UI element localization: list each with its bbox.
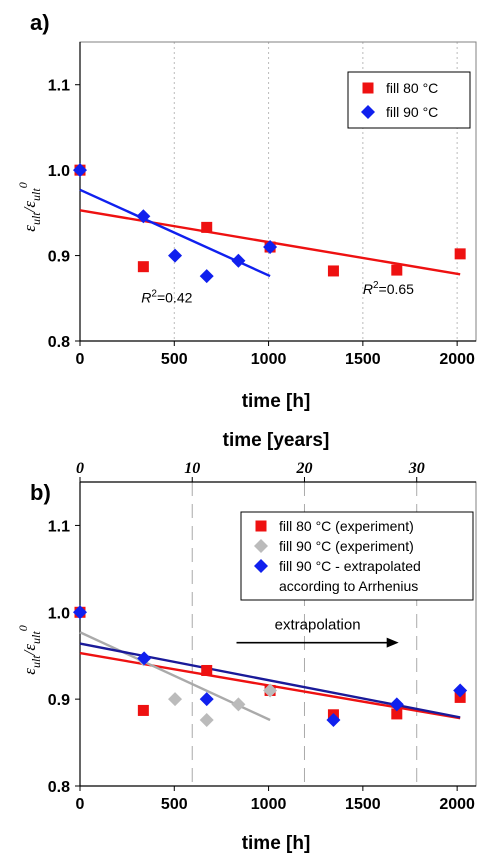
- p0-legend-box: [347, 71, 471, 129]
- p1-data-point-s2: [453, 683, 468, 698]
- y-axis-label-a: εult/εult0: [16, 182, 43, 231]
- p0-data-point-s1: [199, 269, 214, 284]
- p1-x2-tick-label: 10: [184, 460, 200, 477]
- p1-x-tick-label: 1000: [251, 796, 287, 813]
- panel-label-b: b): [30, 480, 51, 505]
- x-axis-label-b: time [h]: [242, 833, 311, 854]
- p1-x-tick-label: 2000: [439, 796, 475, 813]
- p0-data-point-s0: [327, 265, 339, 277]
- y-label-sup-a: 0: [16, 182, 30, 188]
- p1-data-point-s1: [199, 712, 214, 727]
- p1-x2-tick-label: 0: [76, 460, 84, 477]
- p1-data-point-s2: [73, 605, 87, 620]
- p1-data-point-s0: [201, 664, 213, 676]
- p0-x-tick-label: 1500: [345, 351, 381, 368]
- p1-data-point-s1: [231, 697, 246, 712]
- p1-extrapolation-arrow-head: [386, 637, 399, 648]
- p0-data-point-s0: [201, 221, 213, 233]
- p0-x-tick-label: 500: [161, 351, 188, 368]
- y-label-sup-b: 0: [16, 625, 30, 631]
- y-label-sub-a: ult: [29, 212, 43, 225]
- p1-y-tick-label: 0.9: [48, 692, 70, 709]
- x-axis-label-a: time [h]: [242, 391, 311, 412]
- p0-legend-label: fill 90 °C: [386, 104, 438, 120]
- y-label-main2-b: ε: [20, 644, 39, 651]
- p1-x-tick-label: 500: [161, 796, 188, 813]
- p1-legend-box: [240, 511, 474, 601]
- p1-y-tick-label: 1.0: [48, 605, 70, 622]
- p0-y-tick-label: 1.0: [48, 163, 70, 180]
- y-label-sub2-b: ult: [29, 631, 43, 644]
- panel-label-a: a): [30, 10, 50, 35]
- svg-text:εult/εult0: εult/εult0: [16, 625, 43, 674]
- p1-data-point-s2: [199, 692, 214, 707]
- x2-axis-label-b: time [years]: [223, 430, 330, 451]
- p1-x-tick-label: 1500: [345, 796, 381, 813]
- p0-data-point-s1: [136, 209, 151, 224]
- plot-area-b: 0 500 1000 1500 2000 0.8 0.9 1.0 1.1 0 10 20 30 extra…: [48, 460, 477, 813]
- p0-y-tick-label: 0.9: [48, 249, 70, 266]
- y-label-sub2-a: ult: [29, 188, 43, 201]
- p0-x-tick-label: 0: [76, 351, 85, 368]
- p1-data-point-s0: [137, 704, 149, 716]
- p0-data-point-s0: [454, 248, 466, 260]
- p1-data-point-s2: [326, 712, 341, 727]
- svg-text:εult/εult0: εult/εult0: [16, 182, 43, 231]
- chart-b: time [years] b) 0 500 1000 1500 20000.80.91.…: [16, 430, 477, 854]
- p0-legend-marker: [361, 105, 375, 119]
- plot-area-a: 0 500 1000 1500 2000 0.8 0.9 1.0 1.1 R2=0.42 R2=0.…: [48, 41, 477, 368]
- p1-x2-tick-label: 20: [295, 460, 312, 477]
- p1-fit-line-2: [79, 642, 461, 719]
- y-label-main-b: ε: [20, 668, 39, 675]
- p0-data-point-s1: [168, 248, 183, 263]
- p1-legend-marker: [254, 539, 268, 553]
- p0-data-point-s0: [391, 264, 403, 276]
- p1-x2-tick-label: 30: [408, 460, 425, 477]
- p0-data-point-s1: [263, 240, 278, 255]
- y-axis-label-b: εult/εult0: [16, 625, 43, 674]
- p1-data-point-s2: [137, 651, 152, 666]
- p0-x-tick-label: 2000: [439, 351, 475, 368]
- p1-data-point-s1: [168, 692, 183, 707]
- p0-data-point-s1: [73, 163, 87, 178]
- chart-a: a) 0 500 1000 1500 2000 0.8 0.9 1.0 1.1 R2=0.42 R2…: [16, 10, 477, 412]
- y-label-main-a: ε: [20, 225, 39, 232]
- p1-legend-label: fill 90 °C - extrapolated: [279, 558, 421, 574]
- p1-legend: fill 80 °C (experiment) fill 90 °C (exper…: [240, 511, 474, 601]
- p1-data-point-s1: [263, 683, 278, 698]
- p1-data-point-s0: [391, 708, 403, 720]
- p1-extrapolation-label: extrapolation: [275, 617, 361, 634]
- y-label-sub-b: ult: [29, 655, 43, 668]
- p0-legend-marker: [362, 82, 374, 94]
- p1-legend-marker: [255, 520, 267, 532]
- p0-legend-label: fill 80 °C: [386, 80, 438, 96]
- p1-legend-label: fill 90 °C (experiment): [279, 538, 414, 554]
- p1-data-point-s2: [389, 697, 404, 712]
- p1-x-tick-label: 0: [76, 796, 85, 813]
- p1-legend-label: fill 80 °C (experiment): [279, 518, 414, 534]
- p1-y-tick-label: 1.1: [48, 518, 70, 535]
- p1-y-tick-label: 0.8: [48, 779, 70, 796]
- p0-y-tick-label: 1.1: [48, 78, 70, 95]
- p0-r2-annotation: R2=0.42: [141, 289, 192, 306]
- p0-y-tick-label: 0.8: [48, 334, 70, 351]
- p0-data-point-s1: [231, 253, 246, 268]
- y-label-main2-a: ε: [20, 201, 39, 208]
- p0-x-tick-label: 1000: [251, 351, 287, 368]
- p0-data-point-s0: [137, 261, 149, 273]
- p1-legend-marker: [254, 559, 268, 573]
- p0-r2-annotation: R2=0.65: [363, 280, 414, 297]
- p0-legend: fill 80 °C fill 90 °C: [347, 71, 471, 129]
- p1-legend-label: according to Arrhenius: [279, 578, 418, 594]
